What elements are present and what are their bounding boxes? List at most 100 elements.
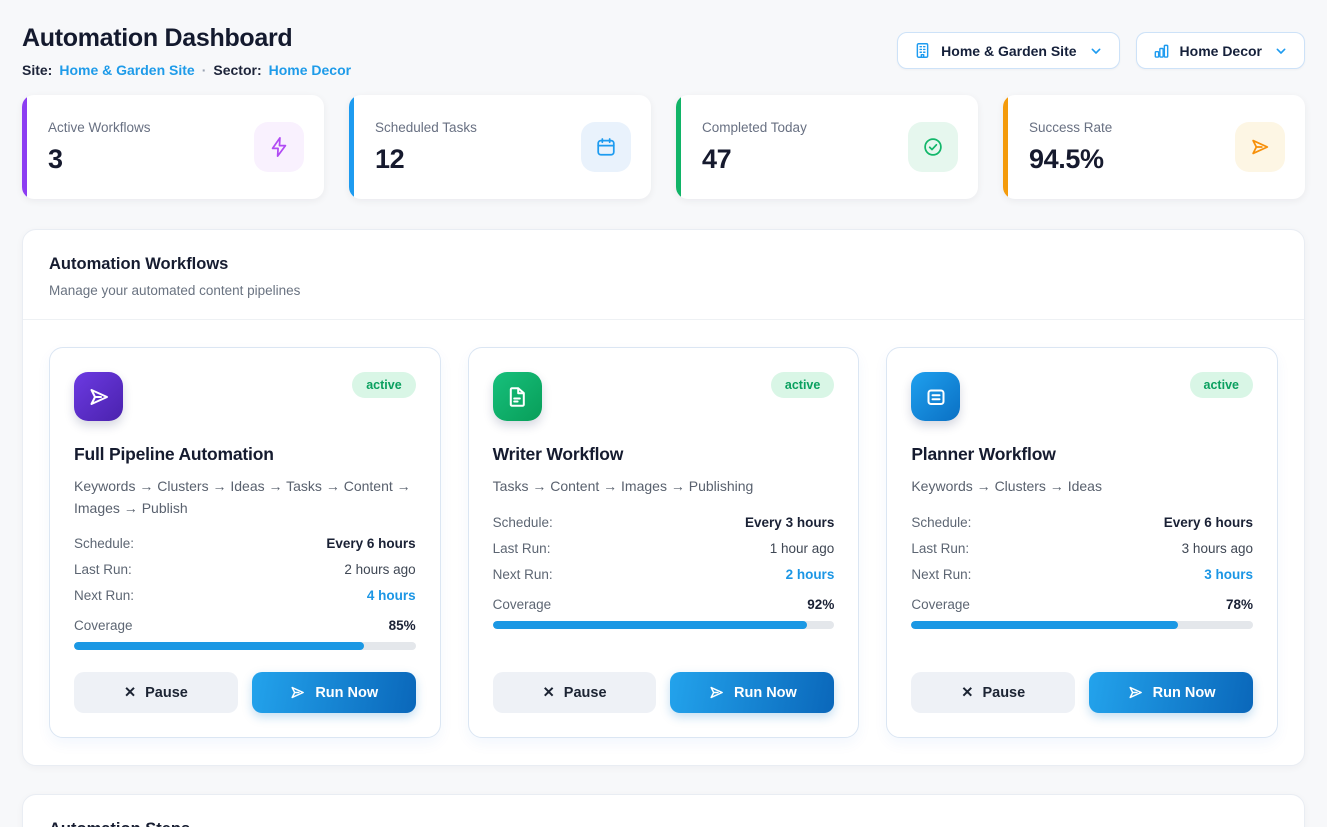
run-now-button[interactable]: Run Now	[670, 672, 835, 714]
last-run-value: 2 hours ago	[344, 562, 416, 578]
workflow-card-top: active	[911, 372, 1253, 421]
pause-button[interactable]: ✕ Pause	[74, 672, 238, 714]
send-icon	[74, 372, 123, 421]
last-run-label: Last Run:	[74, 562, 132, 578]
workflow-card-writer: active Writer Workflow Tasks → Content →…	[467, 347, 860, 739]
run-now-button-label: Run Now	[315, 684, 379, 701]
last-run-row: Last Run: 1 hour ago	[493, 541, 835, 556]
coverage-value: 78%	[1225, 596, 1253, 612]
stat-value: 3	[48, 143, 63, 174]
status-badge: active	[770, 372, 835, 398]
stat-card-scheduled-tasks: Scheduled Tasks 12	[349, 95, 651, 199]
workflow-pipeline: Keywords → Clusters → Ideas	[911, 478, 1102, 494]
header-selectors: Home & Garden Site Home Decor	[897, 32, 1305, 69]
coverage-row: Coverage 92%	[493, 597, 835, 612]
workflows-panel-header: Automation Workflows Manage your automat…	[23, 230, 1304, 320]
stat-label: Active Workflows	[48, 119, 151, 135]
close-icon: ✕	[542, 684, 555, 701]
page-title: Automation Dashboard	[22, 24, 293, 52]
workflow-name: Writer Workflow	[492, 444, 624, 464]
stat-label: Success Rate	[1029, 119, 1113, 135]
sector-selector[interactable]: Home Decor	[1135, 32, 1305, 69]
stat-text: Success Rate 94.5%	[1029, 120, 1112, 175]
coverage-progress-fill	[492, 620, 807, 629]
workflow-name: Planner Workflow	[911, 444, 1056, 464]
chevron-down-icon	[1088, 43, 1104, 59]
close-icon: ✕	[123, 684, 137, 701]
schedule-label: Schedule:	[74, 536, 135, 552]
coverage-row: Coverage 85%	[74, 618, 416, 633]
last-run-value: 3 hours ago	[1181, 540, 1253, 556]
chevron-down-icon	[1273, 43, 1289, 59]
list-icon	[911, 372, 961, 421]
workflows-panel: Automation Workflows Manage your automat…	[22, 229, 1305, 767]
site-label: Site:	[22, 62, 53, 78]
workflow-actions: ✕ Pause Run Now	[911, 650, 1253, 714]
next-run-label: Next Run:	[74, 588, 135, 604]
stat-label: Completed Today	[702, 119, 807, 135]
workflows-title: Automation Workflows	[49, 255, 229, 273]
last-run-row: Last Run: 2 hours ago	[74, 562, 416, 577]
send-icon	[710, 687, 723, 699]
schedule-value: Every 6 hours	[326, 536, 416, 552]
coverage-progress-fill	[911, 620, 1178, 629]
stats-row: Active Workflows 3 Scheduled Tasks 12 Co…	[22, 95, 1305, 199]
workflow-meta: Schedule: Every 3 hours Last Run: 1 hour…	[493, 515, 835, 582]
calendar-icon	[581, 122, 631, 172]
next-run-label: Next Run:	[492, 566, 553, 582]
bar-chart-icon	[1152, 41, 1171, 60]
schedule-label: Schedule:	[911, 514, 972, 530]
breadcrumb: Site: Home & Garden Site · Sector: Home …	[22, 62, 351, 78]
coverage-progress-track	[74, 642, 416, 651]
stat-value: 47	[702, 143, 732, 174]
coverage-progress-track	[492, 620, 835, 629]
separator-dot: ·	[201, 62, 207, 78]
workflow-meta: Schedule: Every 6 hours Last Run: 3 hour…	[911, 515, 1253, 582]
steps-panel-header: Automation Steps Configure which steps a…	[23, 795, 1304, 827]
workflows-panel-body: active Full Pipeline Automation Keywords…	[23, 320, 1304, 765]
automation-steps-panel: Automation Steps Configure which steps a…	[22, 794, 1305, 827]
workflow-meta: Schedule: Every 6 hours Last Run: 2 hour…	[74, 536, 416, 603]
pause-button[interactable]: ✕ Pause	[911, 672, 1076, 714]
next-run-value: 4 hours	[366, 588, 416, 604]
site-link[interactable]: Home & Garden Site	[59, 62, 195, 78]
workflow-card-top: active	[492, 372, 835, 421]
page-header: Automation Dashboard Site: Home & Garden…	[22, 24, 1305, 78]
schedule-row: Schedule: Every 6 hours	[911, 515, 1253, 530]
stat-text: Scheduled Tasks 12	[375, 120, 477, 175]
next-run-value: 2 hours	[785, 566, 835, 582]
next-run-row: Next Run: 3 hours	[911, 567, 1253, 582]
schedule-row: Schedule: Every 6 hours	[74, 536, 416, 551]
run-now-button-label: Run Now	[1152, 684, 1216, 701]
workflow-card-planner: active Planner Workflow Keywords → Clust…	[886, 347, 1278, 739]
stat-text: Active Workflows 3	[48, 120, 151, 175]
coverage-progress-track	[911, 620, 1253, 629]
schedule-row: Schedule: Every 3 hours	[493, 515, 835, 530]
sector-link[interactable]: Home Decor	[268, 62, 352, 78]
stat-card-success-rate: Success Rate 94.5%	[1003, 95, 1305, 199]
coverage-label: Coverage	[911, 596, 970, 612]
next-run-row: Next Run: 2 hours	[493, 567, 835, 582]
stat-value: 12	[375, 143, 405, 174]
schedule-value: Every 6 hours	[1163, 514, 1253, 530]
schedule-value: Every 3 hours	[745, 514, 835, 530]
lightning-icon	[254, 122, 304, 172]
schedule-label: Schedule:	[492, 514, 553, 530]
stat-label: Scheduled Tasks	[375, 119, 477, 135]
coverage-label: Coverage	[74, 618, 133, 634]
coverage-value: 85%	[388, 618, 416, 634]
check-circle-icon	[908, 122, 958, 172]
run-now-button[interactable]: Run Now	[251, 672, 416, 714]
last-run-row: Last Run: 3 hours ago	[911, 541, 1253, 556]
run-now-button-label: Run Now	[733, 684, 797, 701]
next-run-label: Next Run:	[911, 566, 972, 582]
sector-label: Sector:	[213, 62, 262, 78]
pause-button[interactable]: ✕ Pause	[492, 672, 657, 714]
stat-card-completed-today: Completed Today 47	[676, 95, 978, 199]
site-selector[interactable]: Home & Garden Site	[897, 32, 1120, 69]
workflow-actions: ✕ Pause Run Now	[74, 650, 416, 714]
workflows-subtitle: Manage your automated content pipelines	[49, 283, 301, 298]
run-now-button[interactable]: Run Now	[1089, 672, 1253, 714]
next-run-row: Next Run: 4 hours	[74, 588, 416, 603]
pause-button-label: Pause	[563, 684, 607, 701]
